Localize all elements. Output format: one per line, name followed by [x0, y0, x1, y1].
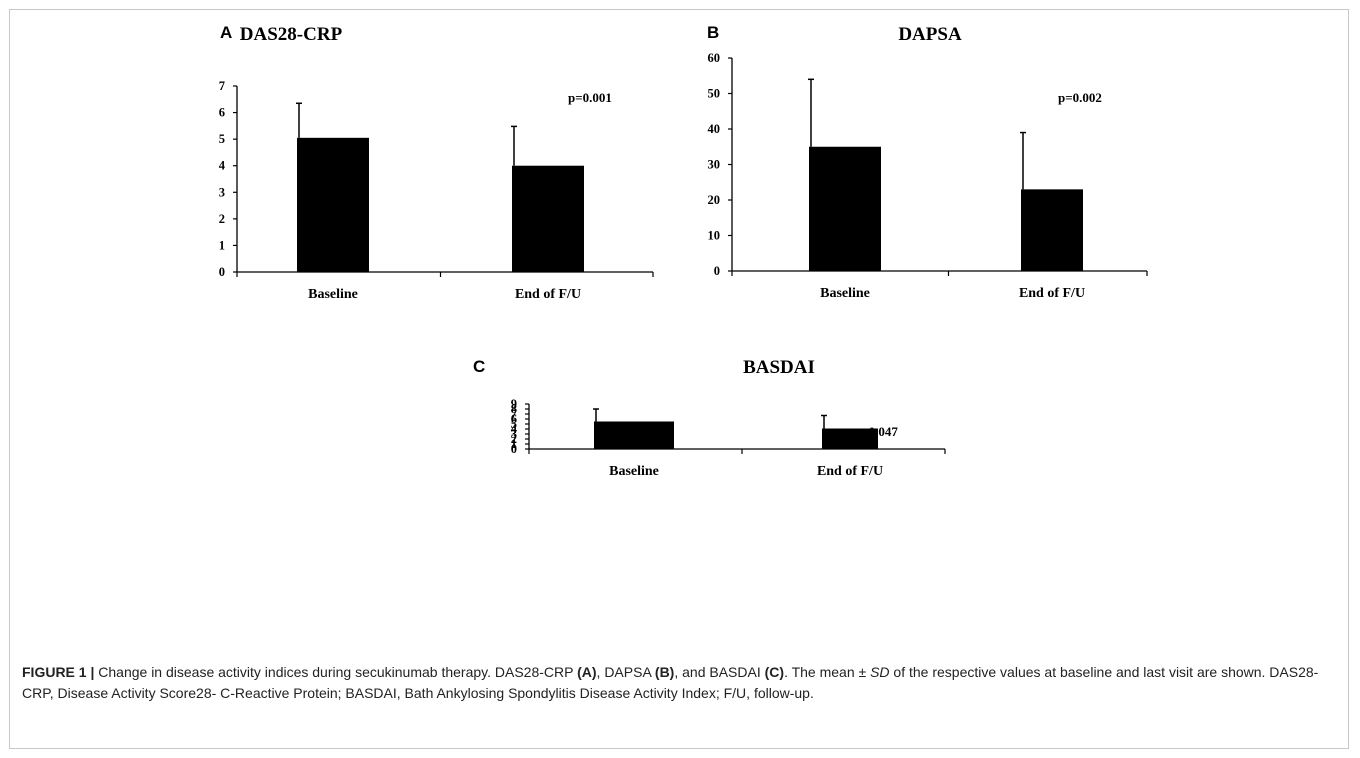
- chart-a-bar: [512, 165, 584, 272]
- figure-frame: [9, 9, 1349, 749]
- chart-b-category-label: Baseline: [820, 286, 870, 301]
- chart-b-p-value: p=0.002: [1058, 90, 1102, 105]
- chart-c-y-tick-label: 0: [511, 442, 517, 456]
- chart-a-bar: [297, 137, 369, 272]
- chart-a-y-tick-label: 5: [219, 132, 225, 146]
- chart-c-y-tick-label: 8: [511, 402, 517, 416]
- chart-c-y-tick-label: 1: [511, 437, 517, 451]
- chart-b-category-label: End of F/U: [1019, 286, 1085, 301]
- chart-a-category-label: Baseline: [308, 287, 358, 302]
- chart-c-title: BASDAI: [743, 357, 815, 378]
- panel-a-letter: A: [220, 23, 232, 42]
- panel-c-letter: C: [473, 357, 485, 376]
- caption-text-5: of the respective values at baseline and…: [22, 664, 1319, 701]
- caption-text-2: , DAPSA: [596, 664, 655, 680]
- chart-c-y-tick-label: 4: [511, 422, 518, 436]
- caption-text-4: . The mean ±: [784, 664, 871, 680]
- chart-c-bar: [594, 421, 674, 449]
- chart-b-y-tick-label: 60: [708, 51, 721, 65]
- chart-c-p-value: p=0.047: [854, 424, 898, 439]
- chart-c-y-tick-label: 7: [511, 407, 517, 421]
- chart-b-y-tick-label: 30: [708, 158, 721, 172]
- chart-b-bar: [809, 146, 881, 271]
- chart-b-title: DAPSA: [898, 24, 962, 45]
- chart-c-y-tick-label: 9: [511, 397, 517, 411]
- caption-text-3: , and BASDAI: [674, 664, 765, 680]
- figure-caption: FIGURE 1 | Change in disease activity in…: [22, 662, 1338, 704]
- chart-c-category-label: Baseline: [609, 464, 659, 479]
- chart-a-y-tick-label: 7: [219, 79, 225, 93]
- chart-a-y-tick-label: 2: [219, 212, 225, 226]
- chart-c-y-tick-label: 6: [511, 412, 517, 426]
- chart-a-y-tick-label: 1: [219, 238, 225, 252]
- caption-label: FIGURE 1 |: [22, 664, 95, 680]
- chart-a-y-tick-label: 0: [219, 265, 225, 279]
- chart-b-y-tick-label: 50: [708, 87, 721, 101]
- chart-c-bar: [822, 428, 878, 449]
- chart-c-y-tick-label: 3: [511, 427, 517, 441]
- chart-c-y-tick-label: 2: [511, 432, 517, 446]
- panel-b-letter: B: [707, 23, 719, 42]
- caption-text-1: Change in disease activity indices durin…: [94, 664, 578, 680]
- caption-sd: SD: [870, 664, 890, 680]
- chart-a-title: DAS28-CRP: [240, 24, 343, 45]
- caption-ref-b: (B): [654, 664, 675, 680]
- chart-a-y-tick-label: 4: [219, 159, 226, 173]
- chart-b-y-tick-label: 40: [708, 122, 721, 136]
- chart-c-category-label: End of F/U: [817, 464, 883, 479]
- chart-a-y-tick-label: 3: [219, 185, 225, 199]
- chart-a-category-label: End of F/U: [515, 287, 581, 302]
- chart-a-y-tick-label: 6: [219, 106, 225, 120]
- chart-a-p-value: p=0.001: [568, 90, 612, 105]
- chart-b-y-tick-label: 10: [708, 229, 721, 243]
- chart-b-y-tick-label: 20: [708, 193, 721, 207]
- chart-b-y-tick-label: 0: [714, 264, 720, 278]
- chart-b-bar: [1021, 189, 1083, 271]
- caption-ref-a: (A): [577, 664, 597, 680]
- caption-ref-c: (C): [764, 664, 785, 680]
- chart-c-y-tick-label: 5: [511, 417, 517, 431]
